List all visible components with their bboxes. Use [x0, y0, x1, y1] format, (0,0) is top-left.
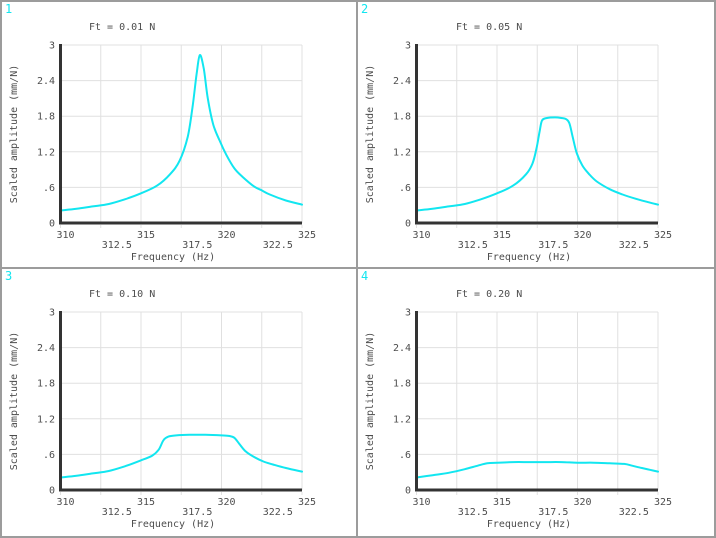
y-tick-label: 3 [49, 41, 55, 52]
panel-number: 2 [361, 2, 369, 16]
y-tick-label: 0 [49, 486, 55, 497]
amplitude-curve [59, 54, 303, 212]
x-tick-label: 310 [412, 230, 430, 241]
chart-title: Ft = 0.01 N [89, 22, 156, 33]
grid-lines [60, 311, 303, 495]
panel-number: 4 [361, 269, 369, 283]
x-tick-label: 322.5 [619, 507, 649, 518]
x-tick-label: 322.5 [263, 507, 293, 518]
y-tick-label: 1.8 [37, 112, 55, 123]
x-tick-label: 310 [412, 497, 430, 508]
panel-1: 1 Ft = 0.01 N 0 .6 1.2 1.8 2.4 3 310 312.5 315 31… [2, 2, 358, 269]
x-tick-label: 310 [56, 497, 74, 508]
x-tick-label: 322.5 [263, 240, 293, 251]
panel-3: 3 Ft = 0.10 N 0 .6 1.2 1.8 2.4 3 310 312.5 315 31… [2, 269, 358, 536]
y-tick-label: 0 [49, 219, 55, 230]
x-axis-title: Frequency (Hz) [131, 252, 215, 263]
x-tick-label: 320 [217, 230, 235, 241]
x-tick-label: 312.5 [458, 240, 488, 251]
y-axis-title: Scaled amplitude (mm/N) [9, 332, 20, 470]
y-tick-label: 1.2 [393, 414, 411, 425]
y-tick-label: 2.4 [393, 343, 411, 354]
x-tick-label: 312.5 [102, 507, 132, 518]
chart-plot-2: 0 .6 1.2 1.8 2.4 3 310 312.5 315 317.5 320 322.5 325… [365, 41, 672, 264]
grid-lines [60, 44, 303, 228]
tick-labels: 0 .6 1.2 1.8 2.4 3 310 312.5 315 317.5 320 322.5 325 [393, 41, 672, 252]
x-axis-title: Frequency (Hz) [131, 519, 215, 530]
y-tick-label: .6 [43, 183, 55, 194]
y-tick-label: 3 [49, 308, 55, 319]
x-tick-label: 325 [654, 497, 672, 508]
x-axis-title: Frequency (Hz) [487, 252, 571, 263]
x-tick-label: 315 [493, 497, 511, 508]
x-tick-label: 310 [56, 230, 74, 241]
chart-title: Ft = 0.20 N [456, 289, 523, 300]
x-tick-label: 325 [298, 230, 316, 241]
chart-plot-3: 0 .6 1.2 1.8 2.4 3 310 312.5 315 317.5 320 322.5 325… [9, 308, 316, 531]
x-tick-label: 317.5 [182, 507, 212, 518]
y-tick-label: 1.2 [37, 147, 55, 158]
tick-labels: 0 .6 1.2 1.8 2.4 3 310 312.5 315 317.5 320 322.5 325 [393, 308, 672, 519]
y-tick-label: 1.2 [393, 147, 411, 158]
amplitude-curve [415, 116, 659, 212]
y-tick-label: 0 [405, 486, 411, 497]
panel-4: 4 Ft = 0.20 N 0 .6 1.2 1.8 2.4 3 310 312.5 315 31… [358, 269, 714, 536]
y-tick-label: 0 [405, 219, 411, 230]
x-tick-label: 325 [298, 497, 316, 508]
y-tick-label: 2.4 [37, 76, 55, 87]
y-tick-label: 2.4 [37, 343, 55, 354]
amplitude-curve [59, 433, 303, 479]
y-tick-label: 1.8 [37, 379, 55, 390]
y-tick-label: 3 [405, 308, 411, 319]
x-tick-label: 320 [217, 497, 235, 508]
y-tick-label: .6 [399, 450, 411, 461]
x-tick-label: 317.5 [182, 240, 212, 251]
tick-labels: 0 .6 1.2 1.8 2.4 3 310 312.5 315 317.5 320 322.5 325 [37, 308, 316, 519]
panel-number: 3 [5, 269, 13, 283]
panel-number: 1 [5, 2, 13, 16]
x-tick-label: 315 [137, 497, 155, 508]
chart-title: Ft = 0.05 N [456, 22, 523, 33]
y-tick-label: 3 [405, 41, 411, 52]
amplitude-curve [415, 461, 659, 479]
y-tick-label: 1.2 [37, 414, 55, 425]
y-tick-label: .6 [399, 183, 411, 194]
chart-title: Ft = 0.10 N [89, 289, 156, 300]
x-axis-title: Frequency (Hz) [487, 519, 571, 530]
x-tick-label: 312.5 [458, 507, 488, 518]
x-tick-label: 322.5 [619, 240, 649, 251]
y-axis-title: Scaled amplitude (mm/N) [365, 332, 376, 470]
grid-lines [416, 311, 659, 495]
y-tick-label: .6 [43, 450, 55, 461]
x-tick-label: 325 [654, 230, 672, 241]
grid-lines [416, 44, 659, 228]
chart-plot-1: 0 .6 1.2 1.8 2.4 3 310 312.5 315 317.5 320 322.5 325… [9, 41, 316, 264]
y-tick-label: 1.8 [393, 112, 411, 123]
chart-plot-4: 0 .6 1.2 1.8 2.4 3 310 312.5 315 317.5 320 322.5 325… [365, 308, 672, 531]
x-tick-label: 320 [573, 497, 591, 508]
x-tick-label: 317.5 [538, 240, 568, 251]
x-tick-label: 315 [137, 230, 155, 241]
panel-2: 2 Ft = 0.05 N 0 .6 1.2 1.8 2.4 3 310 312.5 315 31… [358, 2, 714, 269]
x-tick-label: 320 [573, 230, 591, 241]
tick-labels: 0 .6 1.2 1.8 2.4 3 310 312.5 315 317.5 320 322.5 325 [37, 41, 316, 252]
y-axis-title: Scaled amplitude (mm/N) [9, 65, 20, 203]
y-axis-title: Scaled amplitude (mm/N) [365, 65, 376, 203]
y-tick-label: 2.4 [393, 76, 411, 87]
x-tick-label: 317.5 [538, 507, 568, 518]
x-tick-label: 312.5 [102, 240, 132, 251]
y-tick-label: 1.8 [393, 379, 411, 390]
x-tick-label: 315 [493, 230, 511, 241]
